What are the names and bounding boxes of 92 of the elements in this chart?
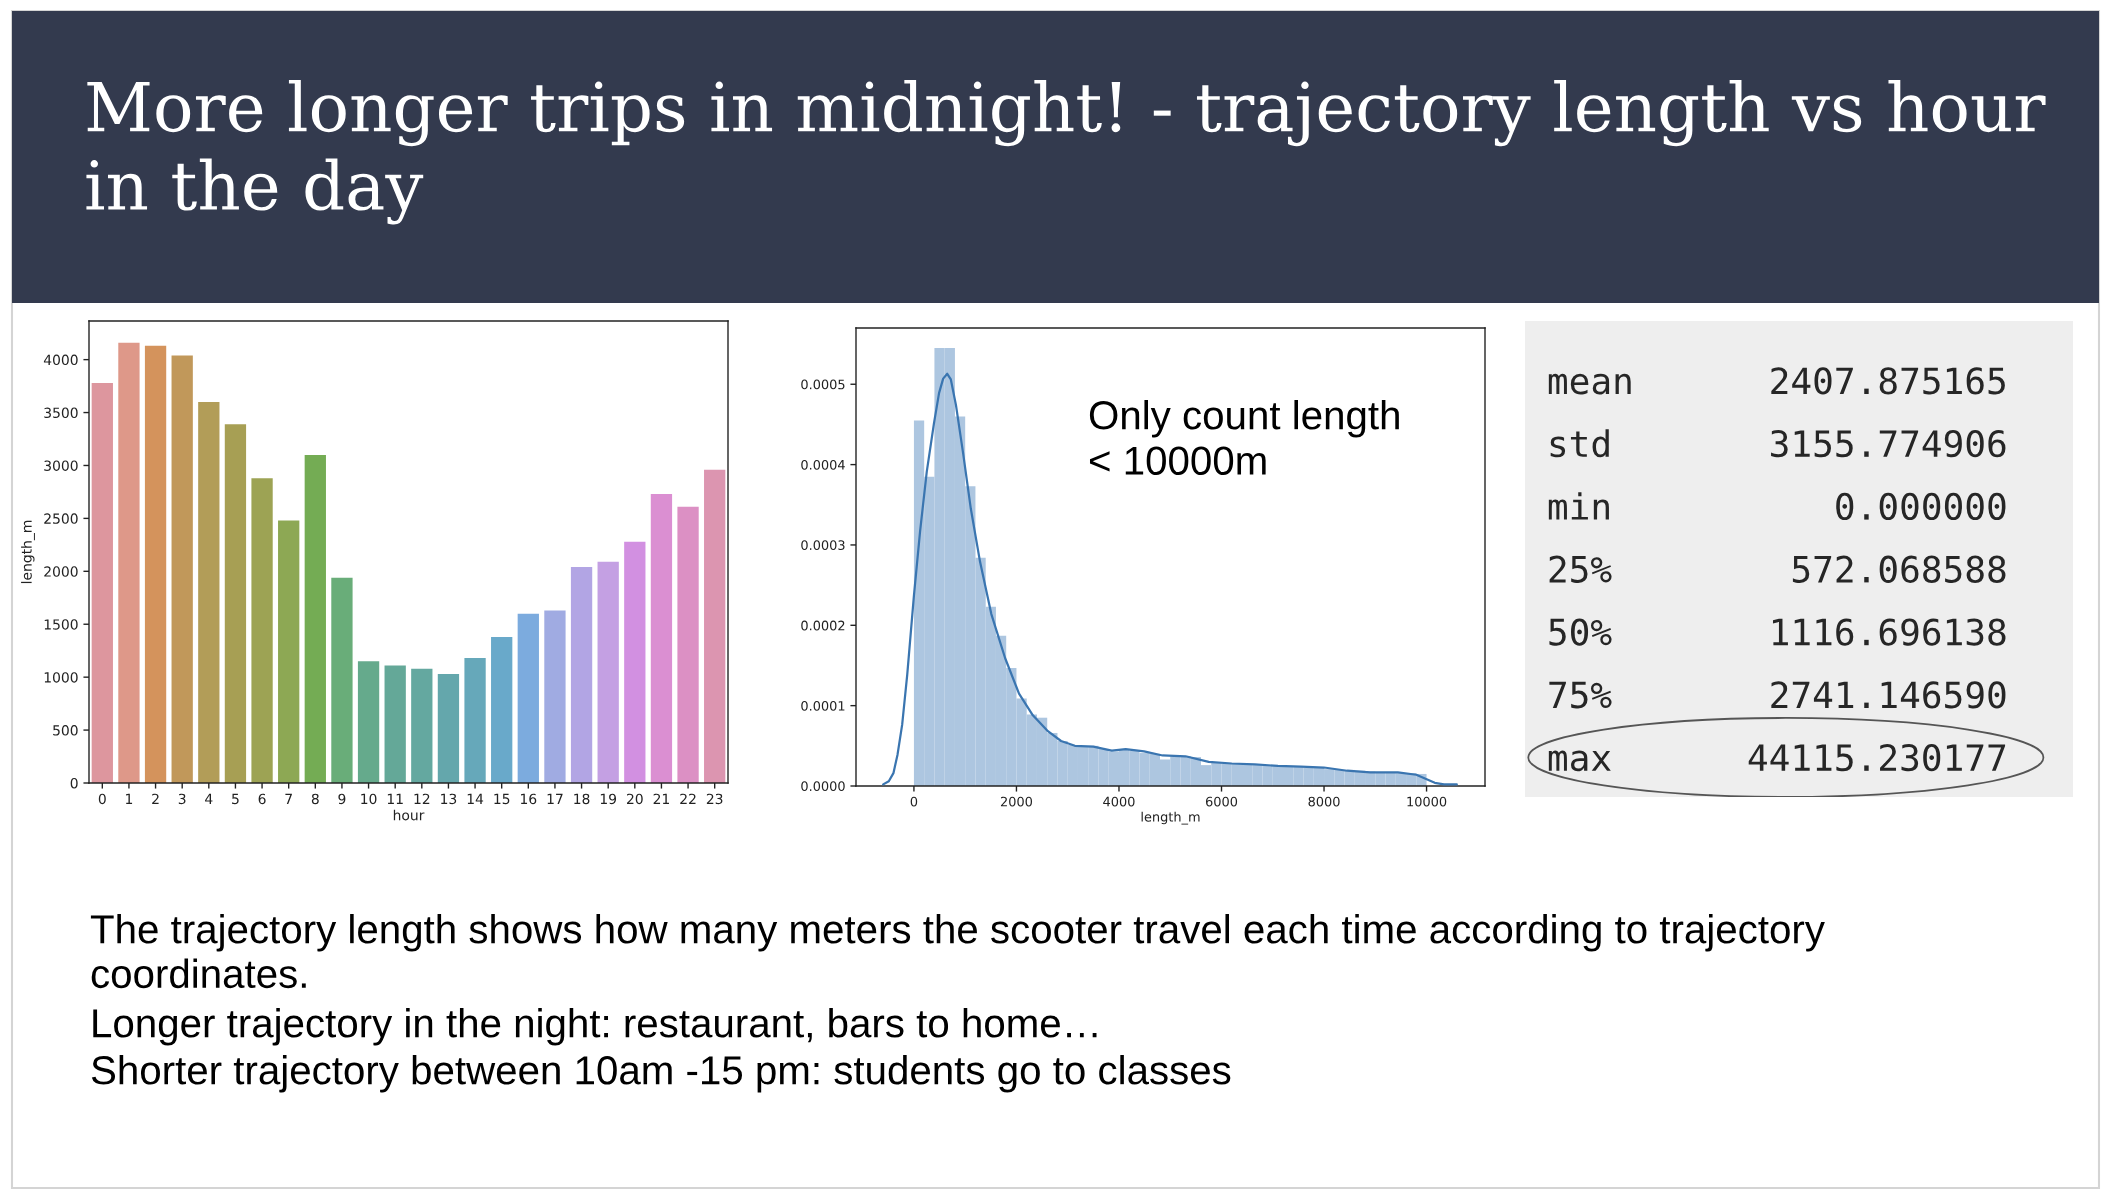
x-tick-label: 16 — [521, 793, 537, 805]
bar — [251, 478, 273, 783]
y-tick-label: 3500 — [44, 407, 78, 419]
y-tick-label: 0.0001 — [801, 700, 845, 711]
text: 1116.696138 — [1772, 618, 2006, 646]
bar — [198, 401, 220, 783]
bar — [224, 424, 247, 783]
x-tick-label: 6 — [258, 793, 266, 805]
y-tick-label: 0.0002 — [801, 620, 845, 631]
line-series — [882, 372, 1458, 786]
x-tick-label: 8 — [311, 793, 319, 805]
x-tick-label: 20 — [626, 793, 643, 805]
bar — [517, 613, 539, 783]
x-tick-label: 13 — [441, 793, 457, 805]
category-label: mean — [1548, 373, 1631, 395]
x-tick-label: 0 — [910, 796, 918, 807]
bar — [331, 577, 353, 783]
x-tick-label: 4000 — [1103, 796, 1135, 807]
x-tick-label: 10000 — [1407, 796, 1447, 807]
y-tick-label: 2000 — [44, 566, 78, 577]
bar — [91, 382, 113, 783]
bar — [144, 345, 167, 783]
bar — [278, 520, 300, 783]
y-tick-label: 3000 — [44, 460, 78, 471]
x-tick-label: 21 — [653, 793, 669, 804]
x-tick-label: 3 — [178, 793, 186, 805]
text: 572.068588 — [1792, 555, 2006, 583]
y-tick-label: 1000 — [44, 672, 78, 683]
bar — [704, 469, 726, 783]
text: 3155.774906 — [1771, 430, 2006, 458]
x-axis-title: length_m — [1141, 811, 1200, 825]
y-tick-label: 0.0003 — [801, 540, 845, 551]
bar — [171, 355, 193, 783]
bar — [677, 506, 699, 783]
text: 2407.875165 — [1771, 367, 2005, 395]
x-tick-label: 18 — [574, 793, 590, 805]
category-label: std — [1550, 429, 1609, 458]
x-tick-label: 1 — [126, 793, 133, 804]
x-tick-label: 2 — [152, 793, 159, 804]
annotation: Only count length < 10000m — [1089, 400, 1399, 476]
y-tick-label: 0.0004 — [801, 459, 845, 470]
text: 2741.146590 — [1771, 681, 2006, 709]
y-tick-label: 0.0000 — [801, 781, 845, 792]
bar — [357, 661, 380, 783]
x-tick-label: 5 — [232, 793, 239, 805]
bar — [597, 561, 619, 783]
bar — [624, 541, 646, 783]
x-tick-label: 15 — [494, 793, 510, 805]
x-tick-label: 0 — [98, 793, 106, 805]
x-tick-label: 11 — [387, 793, 403, 804]
x-tick-label: 10 — [361, 793, 377, 805]
x-tick-label: 19 — [600, 793, 617, 805]
x-tick-label: 12 — [414, 793, 430, 804]
category-label: max — [1548, 750, 1611, 772]
bar — [491, 636, 513, 783]
bar — [411, 668, 433, 783]
text: Shorter trajectory between 10am -15 pm: students go to classes — [91, 1055, 1231, 1093]
text: More longer trips in midnight! - trajectory length vs hour in the day — [86, 80, 2046, 225]
y-tick-label: 0 — [70, 777, 78, 789]
x-tick-label: 17 — [547, 793, 563, 804]
bar — [437, 673, 460, 783]
x-tick-label: 8000 — [1308, 796, 1340, 807]
y-tick-label: 0.0005 — [801, 379, 845, 390]
x-tick-label: 2000 — [1000, 796, 1033, 807]
category-label: 25% — [1549, 555, 1612, 583]
category-label: 75% — [1549, 681, 1612, 709]
text: Longer trajectory in the night: restaurant, bars to home… — [93, 1008, 1097, 1046]
text: The trajectory length shows how many meters the scooter travel each time according to trajectory coordinates. — [90, 914, 1825, 989]
y-tick-label: 1500 — [44, 619, 78, 630]
x-tick-label: 23 — [706, 793, 723, 805]
x-tick-label: 7 — [285, 793, 292, 804]
y-tick-label: 500 — [53, 725, 78, 736]
x-tick-label: 9 — [338, 793, 346, 805]
x-tick-label: 14 — [467, 793, 484, 804]
x-axis-title: hour — [393, 809, 425, 821]
y-axis-title: length_m — [21, 520, 35, 584]
y-tick-label: 4000 — [43, 354, 78, 366]
bar — [304, 454, 326, 783]
bar — [570, 567, 593, 783]
category-label: min — [1548, 492, 1609, 520]
x-tick-label: 22 — [680, 793, 696, 804]
bar — [464, 658, 486, 783]
text: 44115.230177 — [1748, 744, 2006, 772]
bar — [544, 610, 566, 783]
x-tick-label: 4 — [205, 793, 213, 804]
x-tick-label: 6000 — [1205, 796, 1238, 807]
bar — [650, 494, 673, 783]
category-label: 50% — [1549, 618, 1612, 646]
bar — [384, 665, 406, 783]
text: 0.000000 — [1836, 492, 2006, 521]
y-tick-label: 2500 — [44, 513, 78, 524]
bar — [118, 342, 140, 783]
